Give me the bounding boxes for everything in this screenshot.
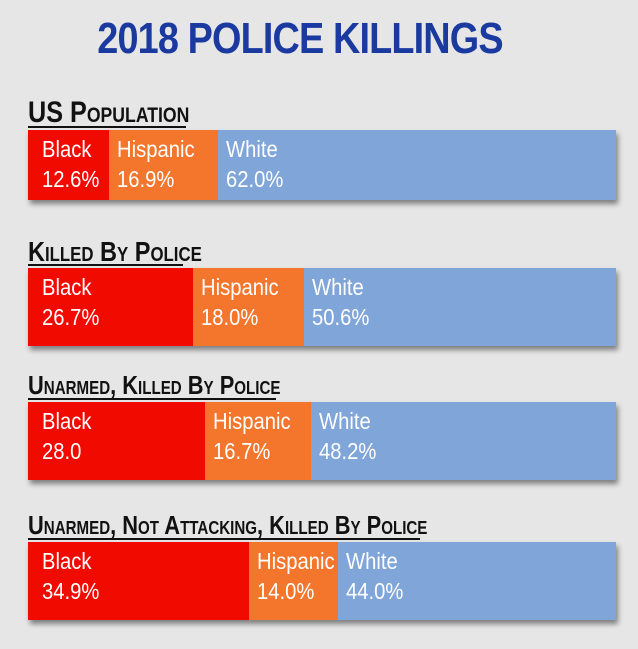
segment-label: Hispanic	[257, 548, 335, 574]
segment-label: Hispanic	[201, 274, 279, 300]
segment-label: Hispanic	[117, 136, 195, 162]
segment-label: Black	[42, 408, 92, 434]
panel-title: Unarmed, Not Attacking, Killed By Police	[28, 510, 428, 540]
segment-value-label: 44.0%	[346, 578, 404, 604]
bar-segment-white: White 44.0%	[338, 542, 616, 620]
segment-value-label: 50.6%	[312, 304, 370, 330]
segment-value-label: 16.9%	[117, 166, 175, 192]
segment-value-label: 34.9%	[42, 578, 100, 604]
bar-segment-black: Black 28.0	[28, 402, 205, 480]
panel-title-underline	[28, 126, 186, 128]
segment-value-label: 18.0%	[201, 304, 259, 330]
bar-segment-black: Black 26.7%	[28, 268, 193, 346]
segment-value-label: 28.0	[42, 438, 82, 464]
panel-title: US Population	[28, 96, 190, 129]
bar-segment-hispanic: Hispanic 16.9%	[109, 130, 218, 200]
segment-label: Black	[42, 136, 92, 162]
segment-label: White	[319, 408, 371, 434]
chart-title: 2018 POLICE KILLINGS	[97, 14, 503, 63]
panel-title-underline	[28, 398, 276, 400]
segment-value-label: 14.0%	[257, 578, 315, 604]
stacked-bar: Black 34.9% Hispanic 14.0% White 44.0%	[28, 542, 616, 620]
stacked-bar: Black 12.6% Hispanic 16.9% White 62.0%	[28, 130, 616, 200]
segment-label: Hispanic	[213, 408, 291, 434]
segment-value-label: 16.7%	[213, 438, 271, 464]
segment-value-label: 62.0%	[226, 166, 284, 192]
bar-segment-black: Black 34.9%	[28, 542, 249, 620]
panel-title-underline	[28, 538, 420, 540]
stacked-bar: Black 28.0 Hispanic 16.7% White 48.2%	[28, 402, 616, 480]
segment-label: White	[346, 548, 398, 574]
segment-value-label: 48.2%	[319, 438, 377, 464]
panel-title: Killed By Police	[28, 236, 202, 267]
bar-segment-white: White 62.0%	[218, 130, 616, 200]
segment-label: White	[226, 136, 278, 162]
bar-segment-white: White 48.2%	[311, 402, 616, 480]
segment-label: Black	[42, 274, 92, 300]
segment-value-label: 12.6%	[42, 166, 100, 192]
bar-segment-hispanic: Hispanic 18.0%	[193, 268, 304, 346]
bar-segment-white: White 50.6%	[304, 268, 616, 346]
segment-label: Black	[42, 548, 92, 574]
panel-title-underline	[28, 264, 183, 266]
bar-segment-hispanic: Hispanic 16.7%	[205, 402, 311, 480]
bar-segment-black: Black 12.6%	[28, 130, 109, 200]
bar-segment-hispanic: Hispanic 14.0%	[249, 542, 338, 620]
segment-value-label: 26.7%	[42, 304, 100, 330]
stacked-bar: Black 26.7% Hispanic 18.0% White 50.6%	[28, 268, 616, 346]
panel-title: Unarmed, Killed By Police	[28, 370, 281, 400]
segment-label: White	[312, 274, 364, 300]
